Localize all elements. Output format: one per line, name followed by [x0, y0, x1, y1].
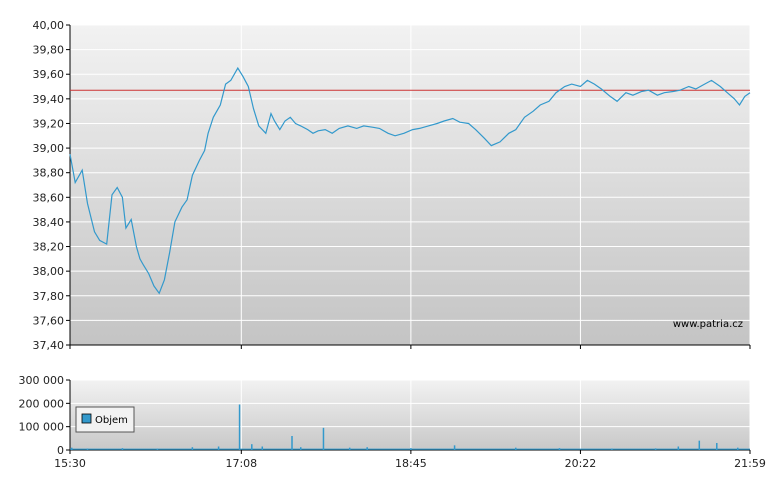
volume-bar: [251, 444, 253, 450]
legend-swatch: [81, 413, 92, 424]
price-y-tick-label: 39,20: [33, 117, 65, 130]
volume-bar: [322, 427, 325, 450]
price-y-tick-label: 39,80: [33, 44, 65, 57]
volume-bars: [70, 404, 750, 450]
volume-y-tick-label: 300 000: [19, 374, 65, 387]
legend-box: [75, 406, 135, 433]
price-y-tick-label: 37,60: [33, 314, 65, 327]
volume-bar: [261, 446, 264, 450]
volume-bar: [217, 446, 220, 450]
volume-plot-area: [70, 380, 750, 450]
price-plot-area: [70, 25, 750, 345]
volume-legend: Objem: [75, 406, 135, 433]
x-tick-label: 17:08: [225, 457, 257, 470]
x-tick-label: 18:45: [395, 457, 427, 470]
price-grid: [70, 24, 751, 345]
volume-bar: [716, 443, 718, 450]
price-y-tick-label: 37,80: [33, 290, 65, 303]
watermark: www.patria.cz: [673, 319, 743, 330]
volume-y-tick-label: 200 000: [19, 397, 65, 410]
volume-bar: [238, 404, 241, 450]
price-x-ticks: [69, 345, 751, 349]
volume-bar: [677, 446, 680, 450]
volume-y-tick-label: 100 000: [19, 421, 65, 434]
price-y-tick-label: 39,60: [33, 68, 65, 81]
price-y-tick-label: 38,80: [33, 167, 65, 180]
price-series-line: [69, 66, 751, 295]
volume-x-ticks: 15:30 17:08 18:45 20:22 21:59: [54, 450, 766, 470]
volume-bar: [453, 445, 456, 450]
volume-y-tick-label: 0: [57, 444, 64, 457]
x-tick-label: 20:22: [565, 457, 597, 470]
volume-bar: [291, 436, 293, 450]
volume-grid: [70, 379, 751, 450]
price-y-tick-label: 40,00: [33, 19, 65, 32]
price-y-tick-label: 39,00: [33, 142, 65, 155]
legend-label: Objem: [95, 415, 128, 426]
volume-bar: [698, 440, 701, 450]
x-tick-label: 15:30: [54, 457, 86, 470]
volume-y-ticks: 300 000 200 000 100 000 0: [19, 374, 70, 457]
price-y-tick-label: 38,40: [33, 216, 65, 229]
price-y-tick-label: 39,40: [33, 93, 65, 106]
price-y-tick-label: 38,00: [33, 265, 65, 278]
price-y-tick-label: 37,40: [33, 339, 65, 352]
price-y-tick-label: 38,60: [33, 191, 65, 204]
x-tick-label: 21:59: [734, 457, 766, 470]
price-y-ticks: 40,00 39,80 39,60 39,40 39,20 39,00 38,80 38,60…: [33, 19, 70, 352]
price-y-tick-label: 38,20: [33, 241, 65, 254]
